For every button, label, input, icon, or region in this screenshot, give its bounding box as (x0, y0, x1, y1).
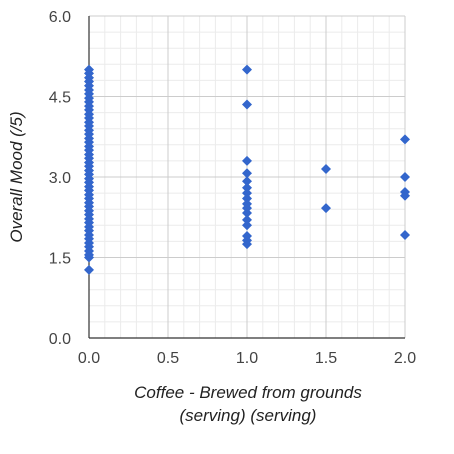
data-point (242, 182, 252, 193)
data-point (242, 220, 252, 231)
data-point (321, 203, 331, 214)
data-point (400, 134, 410, 145)
data-point (84, 252, 94, 263)
data-point (84, 264, 94, 275)
data-point (400, 229, 410, 240)
data-point (242, 155, 252, 166)
data-point (242, 99, 252, 110)
data-points (84, 64, 410, 275)
data-point (400, 172, 410, 182)
x-tick-label: 1.0 (236, 350, 258, 367)
y-tick-label: 4.5 (49, 90, 71, 107)
tick-labels: 0.0 1.5 3.0 4.5 6.0 0.0 0.5 1.0 1.5 2.0 (49, 9, 416, 367)
data-point (242, 193, 252, 204)
x-tick-label: 0.5 (157, 350, 179, 367)
x-tick-label: 1.5 (315, 350, 337, 367)
x-axis-title-line-2: (serving) (serving) (180, 406, 317, 425)
data-point (321, 163, 331, 174)
y-tick-label: 1.5 (49, 251, 71, 268)
data-point (400, 190, 410, 201)
y-tick-label: 0.0 (49, 331, 71, 348)
data-point (242, 168, 252, 179)
data-point (242, 239, 252, 250)
x-axis-title-line-1: Coffee - Brewed from grounds (134, 383, 362, 402)
data-point (242, 176, 252, 187)
x-tick-label: 0.0 (78, 350, 100, 367)
y-axis-title: Overall Mood (/5) (7, 111, 26, 242)
data-point (242, 214, 252, 225)
y-tick-label: 6.0 (49, 9, 71, 26)
data-point (242, 188, 252, 199)
x-tick-label: 2.0 (394, 350, 416, 367)
y-tick-label: 3.0 (49, 170, 71, 187)
data-point (242, 207, 252, 218)
data-point (242, 64, 252, 75)
